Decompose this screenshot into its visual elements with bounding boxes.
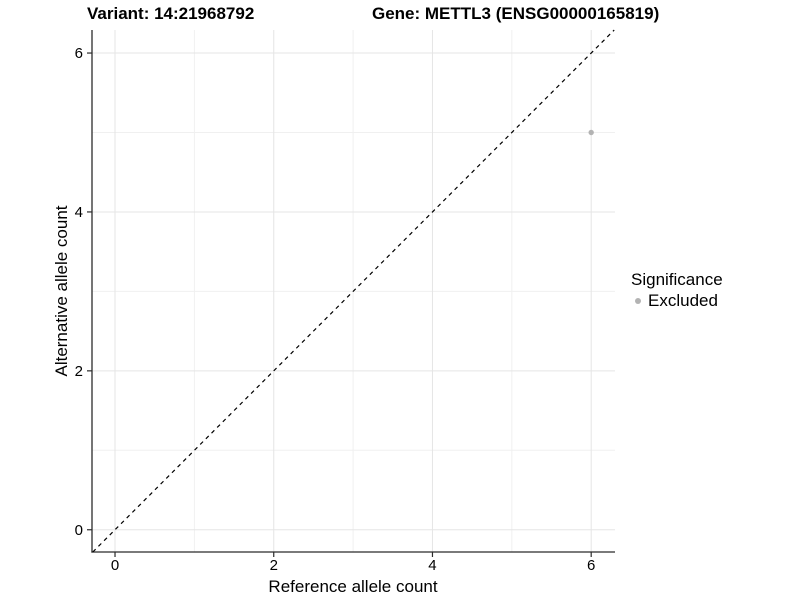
x-tick-label: 2 [270,557,278,574]
legend-item-excluded: Excluded [629,291,723,311]
y-tick-label: 2 [75,363,83,380]
legend-point-swatch-icon [635,298,641,304]
x-tick-label: 4 [428,557,436,574]
data-point [588,129,594,136]
plot-title-gene: Gene: METTL3 (ENSG00000165819) [372,4,660,23]
y-tick-label: 0 [75,522,83,539]
legend-title: Significance [631,270,723,289]
identity-reference-line [92,29,615,553]
y-tick-label: 6 [75,45,83,62]
y-axis-title: Alternative allele count [52,205,71,377]
x-tick-label: 0 [111,557,119,574]
plot-title-variant: Variant: 14:21968792 [87,4,255,23]
legend: Significance Excluded [629,270,723,311]
x-tick-label: 6 [587,557,595,574]
x-axis-title: Reference allele count [268,577,438,596]
y-tick-label: 4 [75,204,83,221]
legend-item-label: Excluded [648,291,718,310]
